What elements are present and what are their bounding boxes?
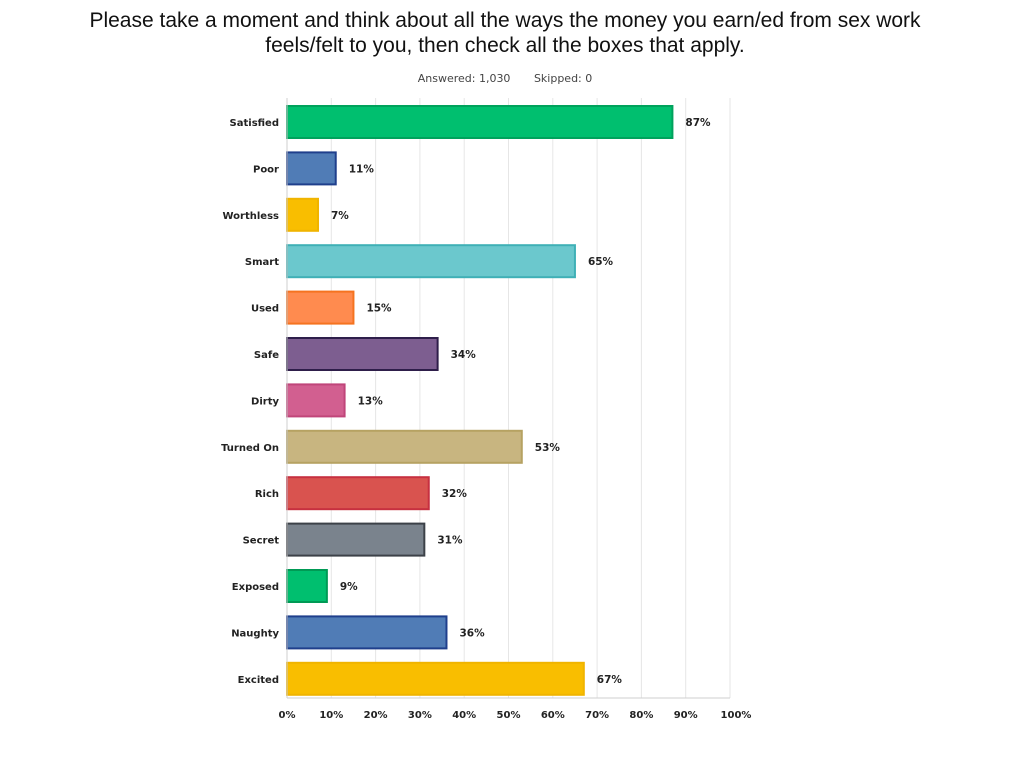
category-label: Excited	[238, 675, 279, 686]
x-axis: 0% 10% 20% 30% 40% 50% 60% 70% 80% 90% 100%	[279, 98, 752, 721]
value-label: 53%	[535, 442, 561, 454]
bar-poor	[286, 151, 337, 186]
bars	[286, 105, 674, 696]
chart-title-line-2: feels/felt to you, then check all the bo…	[265, 34, 745, 57]
value-label: 32%	[442, 488, 468, 500]
category-label: Secret	[243, 536, 280, 547]
category-label: Used	[251, 304, 279, 315]
bar-dirty	[286, 383, 346, 418]
value-label: 9%	[340, 581, 358, 593]
x-tick-label: 30%	[408, 710, 432, 721]
value-label: 34%	[451, 349, 477, 361]
value-label: 87%	[685, 117, 711, 129]
value-label: 67%	[597, 674, 623, 686]
category-label: Rich	[255, 489, 279, 500]
x-tick-label: 50%	[497, 710, 521, 721]
bar-used	[286, 290, 355, 325]
value-label: 7%	[331, 210, 349, 222]
category-label: Poor	[253, 164, 279, 175]
skipped-count: Skipped: 0	[533, 72, 593, 85]
x-tick-label: 10%	[319, 710, 343, 721]
category-label: Turned On	[221, 443, 279, 454]
value-label: 36%	[459, 627, 485, 639]
category-label: Exposed	[232, 582, 279, 593]
x-tick-label: 70%	[585, 710, 609, 721]
x-tick-label: 80%	[629, 710, 653, 721]
x-tick-label: 100%	[721, 710, 752, 721]
value-label: 15%	[366, 303, 392, 315]
value-label: 11%	[349, 163, 375, 175]
labels: Satisfied 87% Poor 11% Worthless 7% Smart 65% Us…	[221, 117, 711, 686]
bar-secret	[286, 522, 426, 557]
x-tick-label: 90%	[674, 710, 698, 721]
bar-exposed	[286, 569, 328, 603]
chart-title-line-1: Please take a moment and think about all…	[89, 9, 921, 32]
category-label: Dirty	[251, 396, 279, 407]
bar-rich	[286, 476, 430, 511]
x-tick-label: 20%	[364, 710, 388, 721]
bar-turned-on	[286, 429, 523, 464]
category-label: Naughty	[231, 628, 279, 639]
value-label: 65%	[588, 256, 614, 268]
value-label: 13%	[358, 395, 384, 407]
bar-smart	[286, 244, 576, 279]
category-label: Safe	[254, 350, 279, 361]
chart-title: Please take a moment and think about all…	[0, 8, 1010, 58]
gridlines	[286, 98, 731, 698]
category-label: Satisfied	[230, 118, 279, 129]
value-label: 31%	[437, 535, 463, 547]
response-stats: Answered: 1,030 Skipped: 0	[0, 72, 1010, 85]
x-tick-label: 40%	[452, 710, 476, 721]
bar-naughty	[286, 615, 448, 650]
bar-satisfied	[286, 105, 674, 139]
x-tick-label: 60%	[541, 710, 565, 721]
category-label: Worthless	[223, 211, 280, 222]
x-tick-label: 0%	[279, 710, 296, 721]
bar-worthless	[286, 197, 320, 232]
answered-count: Answered: 1,030	[417, 72, 511, 85]
bar-safe	[286, 337, 439, 371]
category-label: Smart	[245, 257, 279, 268]
bar-excited	[286, 661, 585, 696]
